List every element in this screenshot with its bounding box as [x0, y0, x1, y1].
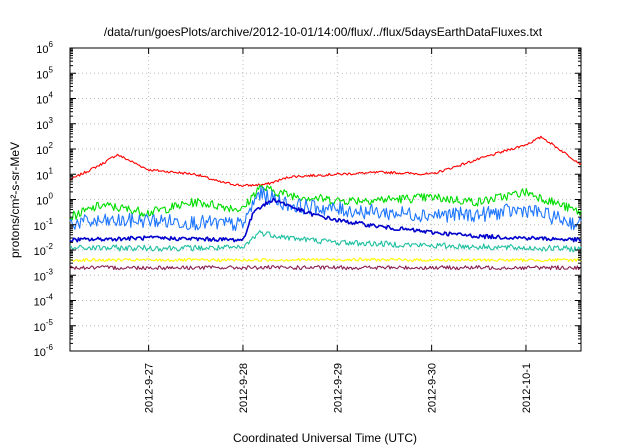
series-line — [69, 184, 582, 221]
y-tick-label: 101 — [36, 166, 53, 182]
y-tick-label: 105 — [36, 65, 53, 81]
x-tick-label: 2012-10-1 — [521, 363, 533, 413]
y-tick-label: 100 — [36, 192, 53, 208]
axes: 10-6 10-5 10-4 10-3 10-2 10-1 100 101 102 103 104 1… — [34, 40, 581, 413]
y-tick-label: 102 — [36, 141, 53, 157]
y-tick-label: 106 — [36, 40, 53, 56]
y-tick-label: 103 — [36, 116, 53, 132]
x-axis-label: Coordinated Universal Time (UTC) — [233, 431, 417, 445]
x-tick-label: 2012-9-30 — [427, 363, 439, 413]
x-tick-label: 2012-9-27 — [144, 363, 156, 413]
series-line — [69, 230, 582, 253]
y-tick-label: 10-4 — [34, 293, 54, 309]
series-line — [69, 135, 582, 188]
series-line — [69, 185, 582, 232]
grid — [70, 48, 581, 351]
y-axis-label: protons/cm²-s-sr-MeV — [8, 142, 22, 258]
x-tick-label: 2012-9-28 — [238, 363, 250, 413]
series-line — [69, 257, 582, 263]
series-layer — [69, 135, 582, 271]
chart-title: /data/run/goesPlots/archive/2012-10-01/1… — [104, 25, 543, 39]
y-tick-label: 10-1 — [34, 217, 54, 233]
y-tick-label: 10-2 — [34, 242, 54, 258]
series-line — [69, 265, 582, 271]
y-tick-label: 10-5 — [34, 318, 54, 334]
y-tick-label: 104 — [36, 91, 53, 107]
y-tick-label: 10-3 — [34, 267, 54, 283]
series-line — [69, 197, 582, 243]
y-tick-label: 10-6 — [34, 343, 54, 359]
x-tick-label: 2012-9-29 — [332, 363, 344, 413]
